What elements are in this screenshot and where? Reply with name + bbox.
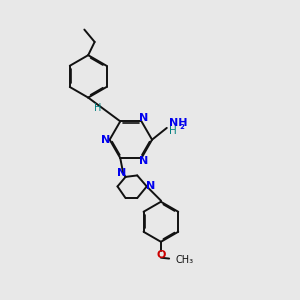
Text: H: H <box>94 103 101 113</box>
Text: H: H <box>169 126 177 136</box>
Text: N: N <box>139 113 148 123</box>
Text: N: N <box>139 156 148 167</box>
Text: N: N <box>146 182 155 191</box>
Text: CH₃: CH₃ <box>176 255 194 265</box>
Text: N: N <box>101 135 110 145</box>
Text: N: N <box>117 168 127 178</box>
Text: O: O <box>156 250 166 260</box>
Text: ₂: ₂ <box>179 121 184 130</box>
Text: NH: NH <box>169 118 188 128</box>
